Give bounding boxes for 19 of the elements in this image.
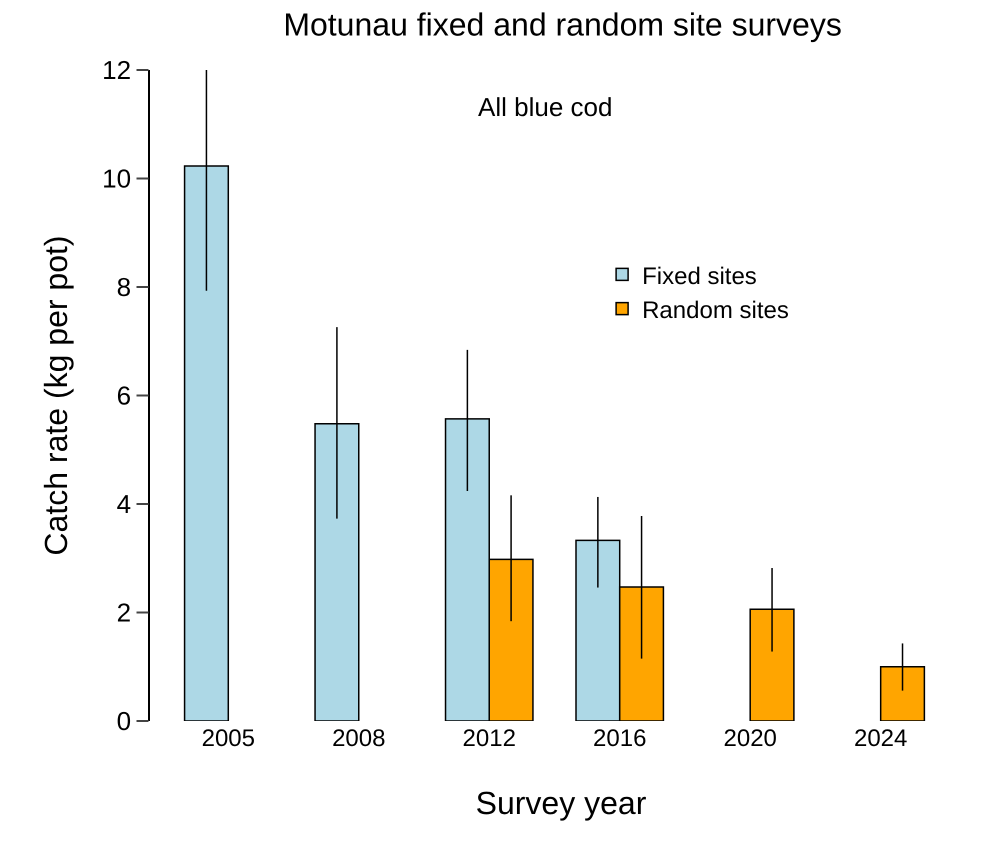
y-tick-label: 10 [102,164,132,194]
x-tick-label: 2008 [332,725,386,752]
y-tick-label: 8 [116,272,132,302]
y-tick-label: 12 [102,55,132,86]
legend-label: Fixed sites [642,262,757,290]
y-tick-label: 6 [116,380,132,411]
y-tick-label: 2 [116,598,132,628]
x-tick-label: 2005 [202,725,255,752]
legend-label: Random sites [642,296,789,324]
x-axis-title: Survey year [476,784,647,821]
annotation: All blue cod [478,92,612,122]
x-tick-label: 2016 [593,725,646,752]
x-tick-label: 2024 [854,725,908,752]
x-tick-label: 2012 [462,725,516,752]
x-tick-label: 2020 [723,725,777,752]
y-tick-label: 4 [116,489,132,520]
y-axis-title: Catch rate (kg per pot) [38,235,74,556]
chart-title: Motunau fixed and random site surveys [283,6,842,42]
y-tick-label: 0 [116,706,132,736]
